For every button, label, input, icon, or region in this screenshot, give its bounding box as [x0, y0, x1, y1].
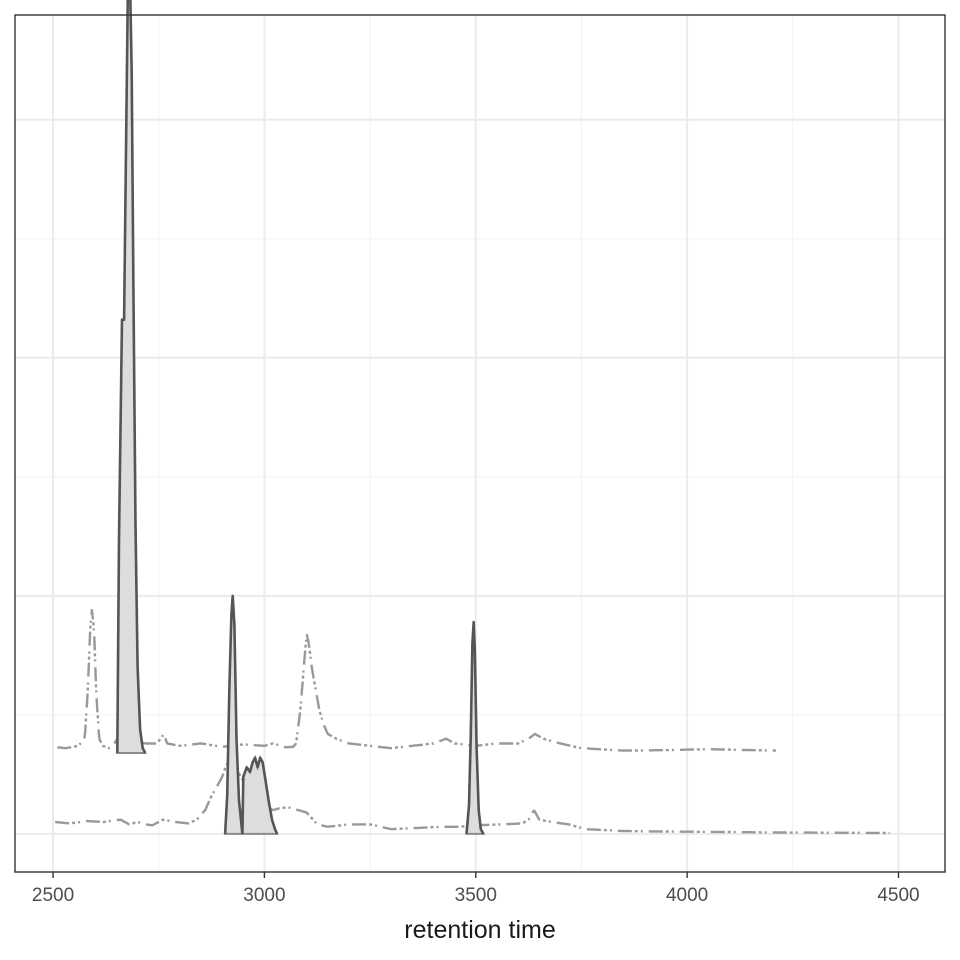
- x-tick-label: 3500: [455, 885, 497, 906]
- peak-line-2: [223, 594, 244, 835]
- minor-gridlines: [15, 15, 945, 872]
- x-tick-label: 4500: [877, 885, 919, 906]
- x-tick-label: 2500: [32, 885, 74, 906]
- series-layer: [54, 0, 890, 835]
- x-axis-ticks: [52, 872, 900, 878]
- x-tick-label: 3000: [243, 885, 285, 906]
- x-axis-tick-labels: 2500 3000 3500 4000 4500: [32, 885, 920, 906]
- x-axis-title: retention time: [404, 916, 555, 944]
- background-trace-1: [56, 608, 777, 752]
- x-tick-label: 4000: [666, 885, 708, 906]
- peak-line-3: [241, 756, 279, 835]
- panel-border: [14, 14, 946, 873]
- background-trace-2: [54, 757, 890, 835]
- peak-line-4: [465, 620, 485, 835]
